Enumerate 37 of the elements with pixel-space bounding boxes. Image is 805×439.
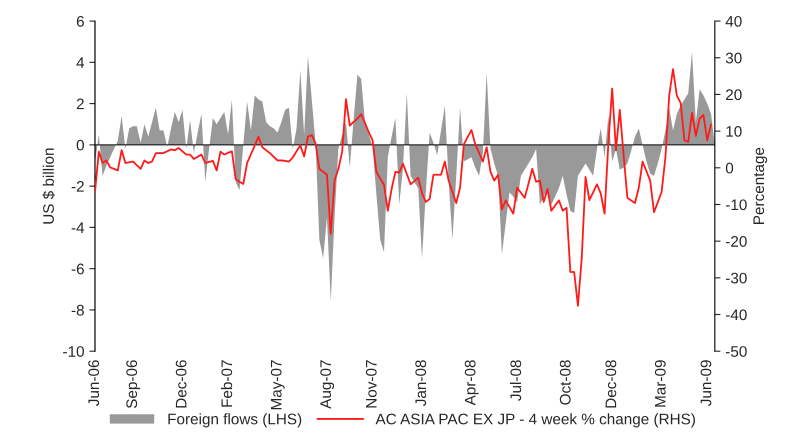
y2-tick-label: -40 [726, 309, 747, 320]
x-tick-label: Jun-06 [88, 360, 100, 406]
y2-tick-label: -30 [726, 272, 747, 284]
x-tick-label: Mar-09 [654, 360, 666, 407]
y2-tick-label: -20 [726, 236, 747, 247]
y-tick-label: 4 [76, 57, 84, 68]
y-tick-label: -8 [72, 304, 84, 316]
x-tick-label: May-07 [270, 360, 285, 410]
x-tick-label: Jun-09 [700, 360, 712, 406]
x-tick-label: Jan-08 [415, 360, 426, 406]
y-tick-label: 2 [76, 98, 84, 110]
x-tick-label: Feb-07 [220, 360, 232, 407]
y-tick-label: 6 [76, 16, 84, 27]
y2-tick-label: -10 [726, 199, 747, 210]
y2-tick-label: -50 [726, 346, 747, 357]
y2-tick-label: 30 [726, 52, 742, 64]
legend-label: Foreign flows (LHS) [168, 413, 302, 428]
y-tick-label: -6 [72, 264, 84, 274]
y2-tick-label: 40 [726, 16, 742, 27]
legend-label: AC ASIA PAC EX JP - 4 week % change (RHS) [376, 413, 695, 428]
x-tick-label: Jul-08 [510, 360, 522, 401]
y2-tick-label: 0 [726, 162, 734, 174]
y-tick-label: 0 [76, 140, 84, 151]
y-tick-label: -2 [72, 181, 84, 192]
x-tick-label: Aug-07 [320, 360, 334, 409]
y-axis-title: US $ billion [42, 148, 55, 224]
x-tick-label: Dec-08 [605, 360, 616, 408]
x-tick-label: Oct-08 [560, 360, 571, 405]
x-tick-label: Sep-06 [126, 360, 140, 408]
y2-axis-title: Percentage [753, 148, 768, 224]
y-tick-label: -10 [63, 346, 84, 357]
x-tick-label: Nov-07 [366, 360, 377, 408]
y-tick-label: -4 [72, 222, 84, 233]
y2-tick-label: 20 [726, 89, 742, 100]
y2-tick-label: 10 [726, 126, 742, 137]
x-tick-label: Dec-06 [176, 360, 187, 408]
x-tick-label: Apr-08 [464, 360, 479, 406]
